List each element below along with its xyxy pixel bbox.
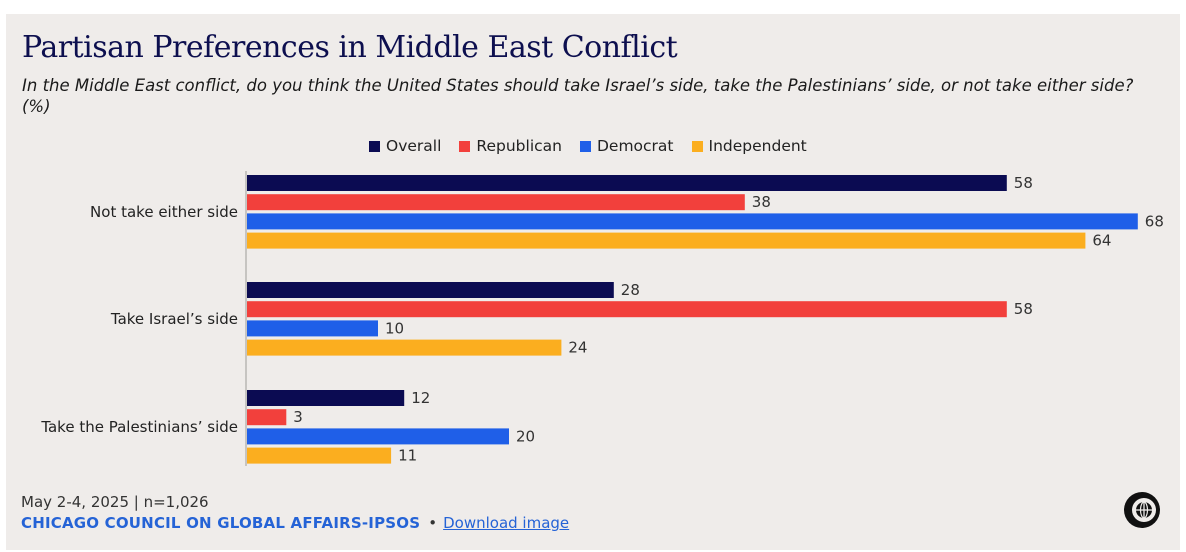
legend-swatch-republican (459, 140, 471, 152)
bar-take-the-palestinians-side-overall (247, 390, 405, 406)
bar-take-the-palestinians-side-republican (247, 409, 287, 426)
data-label-take-the-palestinians-side-overall: 12 (411, 389, 430, 407)
legend-label-democrat: Democrat (596, 137, 674, 155)
data-label-not-take-either-side-overall: 58 (1014, 174, 1033, 192)
legend-swatch-overall (369, 140, 380, 152)
bar-chart: Not take either side 58 38 68 64 Take Israel’… (40, 171, 1164, 466)
bar-take-the-palestinians-side-independent (247, 447, 392, 464)
data-label-take-the-palestinians-side-independent: 11 (398, 447, 417, 465)
survey-date-sample: May 2-4, 2025 | n=1,026 (21, 493, 209, 511)
bar-not-take-either-side-independent (247, 232, 1086, 249)
data-label-take-the-palestinians-side-democrat: 20 (516, 427, 535, 445)
legend-item-independent: Independent (691, 137, 807, 155)
legend-swatch-democrat (579, 140, 591, 152)
download-image-link[interactable]: Download image (443, 514, 570, 532)
data-label-not-take-either-side-democrat: 68 (1145, 212, 1164, 230)
bar-take-the-palestinians-side-democrat (247, 428, 509, 445)
data-label-take-israel-s-side-republican: 58 (1014, 300, 1033, 318)
separator-bullet: • (428, 514, 438, 532)
legend-label-independent: Independent (708, 137, 807, 155)
chart-card: Partisan Preferences in Middle East Conf… (6, 14, 1180, 550)
chart-title: Partisan Preferences in Middle East Conf… (22, 30, 678, 65)
bar-not-take-either-side-democrat (247, 213, 1138, 230)
bar-take-israel-s-side-democrat (247, 320, 378, 337)
bar-take-israel-s-side-independent (247, 339, 562, 356)
category-label-take-the-palestinians-side: Take the Palestinians’ side (40, 418, 238, 436)
legend-item-overall: Overall (369, 137, 441, 155)
footer-source-line: CHICAGO COUNCIL ON GLOBAL AFFAIRS-IPSOS … (21, 514, 569, 532)
data-label-take-israel-s-side-independent: 24 (568, 339, 587, 357)
bar-take-israel-s-side-overall (247, 282, 614, 298)
source-name: CHICAGO COUNCIL ON GLOBAL AFFAIRS-IPSOS (21, 514, 421, 532)
data-label-take-israel-s-side-overall: 28 (621, 281, 640, 299)
category-label-not-take-either-side: Not take either side (90, 203, 238, 221)
chart-subtitle: In the Middle East conflict, do you thin… (22, 76, 1134, 116)
legend-label-overall: Overall (386, 137, 442, 155)
chicago-council-logo-icon (1124, 492, 1160, 528)
bar-take-israel-s-side-republican (247, 301, 1007, 318)
bar-not-take-either-side-republican (247, 194, 745, 211)
bar-not-take-either-side-overall (247, 175, 1007, 191)
data-label-not-take-either-side-republican: 38 (752, 193, 771, 211)
legend-item-republican: Republican (459, 137, 562, 155)
legend: Overall Republican Democrat Independent (369, 136, 807, 156)
legend-label-republican: Republican (476, 137, 562, 155)
legend-item-democrat: Democrat (579, 137, 674, 155)
category-label-take-israel-s-side: Take Israel’s side (110, 310, 238, 328)
legend-swatch-independent (691, 140, 703, 152)
data-label-take-israel-s-side-democrat: 10 (385, 319, 404, 337)
data-label-take-the-palestinians-side-republican: 3 (293, 408, 303, 426)
data-label-not-take-either-side-independent: 64 (1092, 232, 1111, 250)
